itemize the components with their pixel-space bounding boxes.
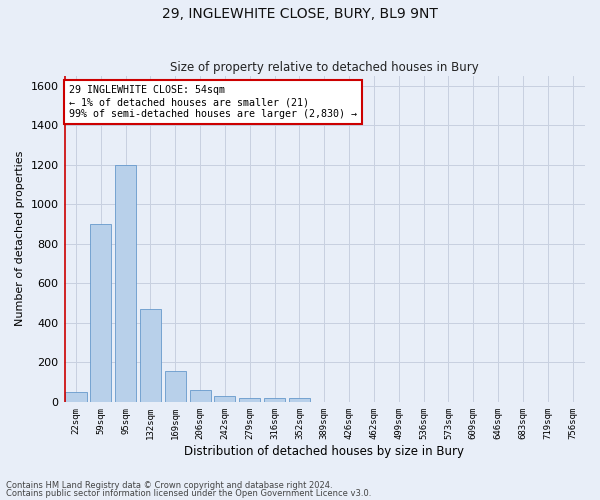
X-axis label: Distribution of detached houses by size in Bury: Distribution of detached houses by size … — [184, 444, 464, 458]
Bar — [115, 164, 136, 402]
Bar — [289, 398, 310, 402]
Bar — [140, 309, 161, 402]
Bar — [90, 224, 112, 402]
Bar — [65, 392, 86, 402]
Y-axis label: Number of detached properties: Number of detached properties — [15, 151, 25, 326]
Text: Contains public sector information licensed under the Open Government Licence v3: Contains public sector information licen… — [6, 489, 371, 498]
Bar — [214, 396, 235, 402]
Text: 29 INGLEWHITE CLOSE: 54sqm
← 1% of detached houses are smaller (21)
99% of semi-: 29 INGLEWHITE CLOSE: 54sqm ← 1% of detac… — [69, 86, 357, 118]
Bar — [239, 398, 260, 402]
Bar — [165, 371, 186, 402]
Text: Contains HM Land Registry data © Crown copyright and database right 2024.: Contains HM Land Registry data © Crown c… — [6, 480, 332, 490]
Text: 29, INGLEWHITE CLOSE, BURY, BL9 9NT: 29, INGLEWHITE CLOSE, BURY, BL9 9NT — [162, 8, 438, 22]
Title: Size of property relative to detached houses in Bury: Size of property relative to detached ho… — [170, 62, 479, 74]
Bar — [264, 398, 285, 402]
Bar — [190, 390, 211, 402]
